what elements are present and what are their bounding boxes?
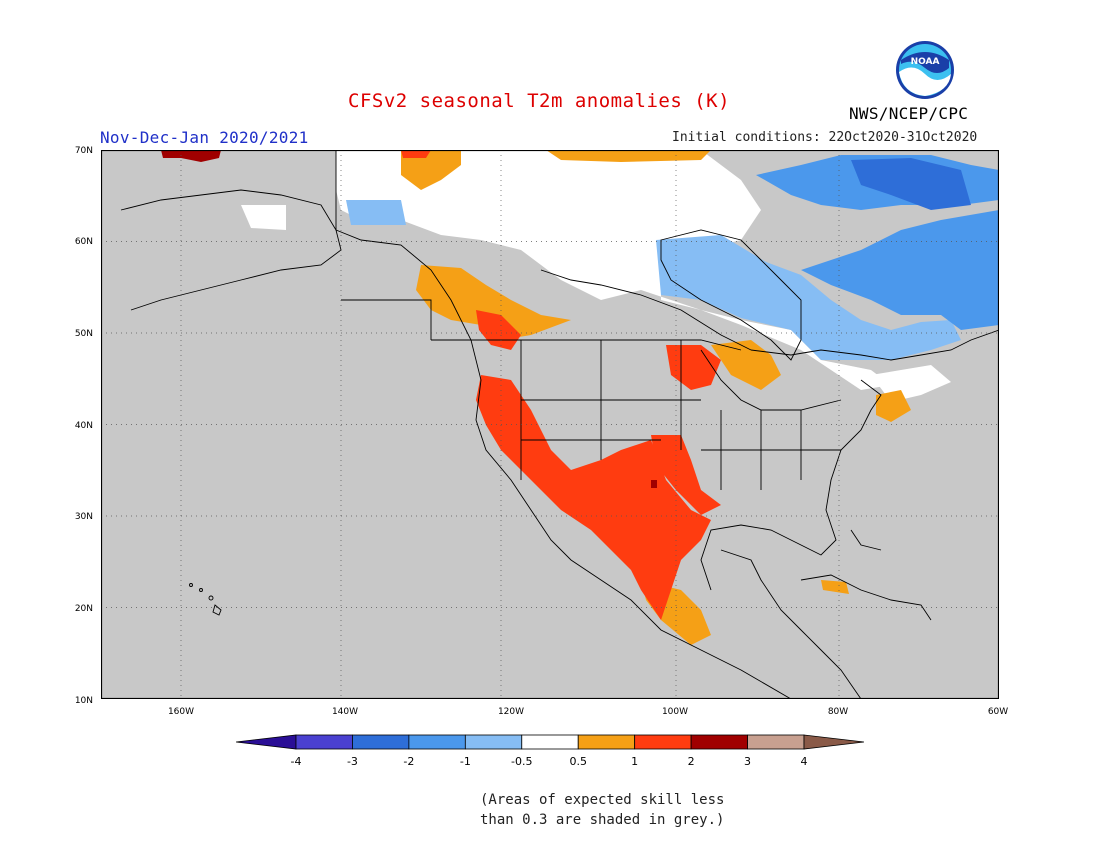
colorbar: -4 -3 -2 -1 -0.5 0.5 1 2 3 4 xyxy=(236,734,864,768)
colorbar-labels: -4 -3 -2 -1 -0.5 0.5 1 2 3 4 xyxy=(291,755,808,768)
initial-conditions: Initial conditions: 22Oct2020-31Oct2020 xyxy=(672,130,978,145)
svg-text:NOAA: NOAA xyxy=(911,57,940,67)
colorbar-label: -3 xyxy=(347,755,358,768)
lat-tick: 40N xyxy=(75,421,93,431)
white-region-north xyxy=(336,150,891,390)
colorbar-label: -1 xyxy=(460,755,471,768)
coastlines xyxy=(120,150,999,699)
lon-tick: 120W xyxy=(498,707,524,717)
colorbar-box xyxy=(747,734,805,750)
red-great-plains xyxy=(651,435,721,515)
chart-title: CFSv2 seasonal T2m anomalies (K) xyxy=(348,90,731,112)
colorbar-label: -4 xyxy=(291,755,302,768)
noaa-logo-icon: NOAA xyxy=(896,41,954,99)
colorbar-label: 2 xyxy=(688,755,695,768)
darkred-texas-cell xyxy=(651,480,657,488)
forecast-period: Nov-Dec-Jan 2020/2021 xyxy=(100,128,309,147)
lat-tick: 60N xyxy=(75,237,93,247)
colorbar-right-arrow xyxy=(803,734,864,750)
mid-blue-quebec xyxy=(801,210,999,330)
lon-tick: 60W xyxy=(988,707,1008,717)
red-southwest-mexico xyxy=(476,375,711,620)
colorbar-box xyxy=(464,734,523,750)
lat-tick: 50N xyxy=(75,329,93,339)
skill-note-line2: than 0.3 are shaded in grey.) xyxy=(480,812,725,828)
colorbar-label: 0.5 xyxy=(569,755,587,768)
lon-tick: 100W xyxy=(662,707,688,717)
light-blue-hudson xyxy=(656,235,961,360)
orange-bc-alberta xyxy=(416,265,571,340)
orange-great-lakes xyxy=(711,340,781,390)
lon-tick: 80W xyxy=(828,707,848,717)
colorbar-box xyxy=(408,734,466,750)
lat-tick: 20N xyxy=(75,604,93,614)
colorbar-label: 1 xyxy=(631,755,638,768)
colorbar-boxes xyxy=(236,734,864,750)
red-alaska-north xyxy=(401,150,431,158)
colorbar-box xyxy=(295,734,353,750)
map-frame xyxy=(101,150,999,699)
white-region-west-ak xyxy=(241,205,286,230)
lon-tick: 160W xyxy=(168,707,194,717)
anomaly-map xyxy=(101,150,999,699)
agency-label: NWS/NCEP/CPC xyxy=(849,104,969,123)
colorbar-box xyxy=(521,734,579,750)
colorbar-label: 4 xyxy=(801,755,808,768)
hawaii-islands xyxy=(189,583,222,616)
red-upper-midwest xyxy=(666,345,721,390)
colorbar-box xyxy=(690,734,748,750)
colorbar-label: -2 xyxy=(403,755,414,768)
lon-tick: 140W xyxy=(332,707,358,717)
colorbar-left-arrow xyxy=(236,734,297,750)
skill-note-line1: (Areas of expected skill less xyxy=(480,792,725,808)
dark-blue-labrador xyxy=(851,158,971,210)
orange-new-england xyxy=(876,390,911,422)
orange-north-edge xyxy=(546,150,711,162)
lat-tick: 70N xyxy=(75,146,93,156)
orange-caribbean xyxy=(821,580,849,594)
lat-tick: 10N xyxy=(75,696,93,706)
lat-tick-labels: 70N 60N 50N 40N 30N 20N 10N xyxy=(75,146,93,706)
map-axes: 70N 60N 50N 40N 30N 20N 10N 160W 140W 12… xyxy=(75,146,1008,717)
colorbar-box xyxy=(634,734,692,750)
colorbar-label: 3 xyxy=(744,755,751,768)
lon-tick-labels: 160W 140W 120W 100W 80W 60W xyxy=(168,707,1008,717)
lat-tick: 30N xyxy=(75,512,93,522)
colorbar-box xyxy=(577,734,636,750)
orange-yukon-coast xyxy=(401,150,461,190)
colorbar-label: -0.5 xyxy=(511,755,532,768)
light-blue-west xyxy=(346,200,406,225)
colorbar-box xyxy=(352,734,410,750)
darkred-alaska xyxy=(161,150,221,162)
